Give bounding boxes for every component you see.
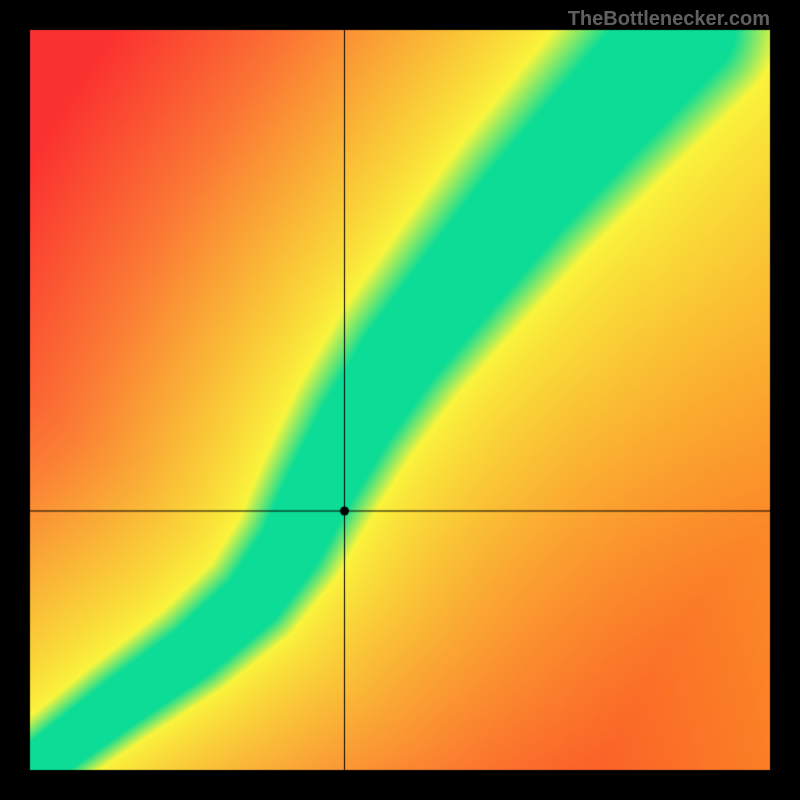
watermark-text: TheBottlenecker.com <box>568 8 770 31</box>
bottleneck-heatmap <box>0 0 800 800</box>
chart-container: { "chart": { "type": "heatmap-with-curve… <box>0 0 800 800</box>
